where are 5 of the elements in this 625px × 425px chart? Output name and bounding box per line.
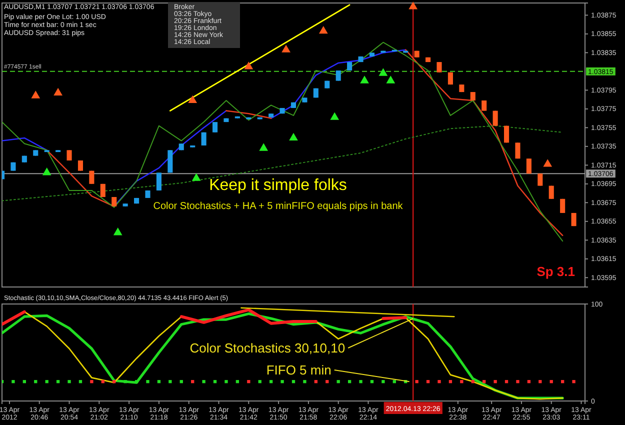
annotation: Color Stochastics 30,10,10 [190,340,346,356]
annotation: Color Stochastics + HA + 5 minFIFO equals pips in bank [153,201,404,212]
annotation: Keep it simple folks [209,177,347,194]
annotation: FIFO 5 min [266,362,332,378]
annotation: Sp 3.1 [536,264,575,279]
